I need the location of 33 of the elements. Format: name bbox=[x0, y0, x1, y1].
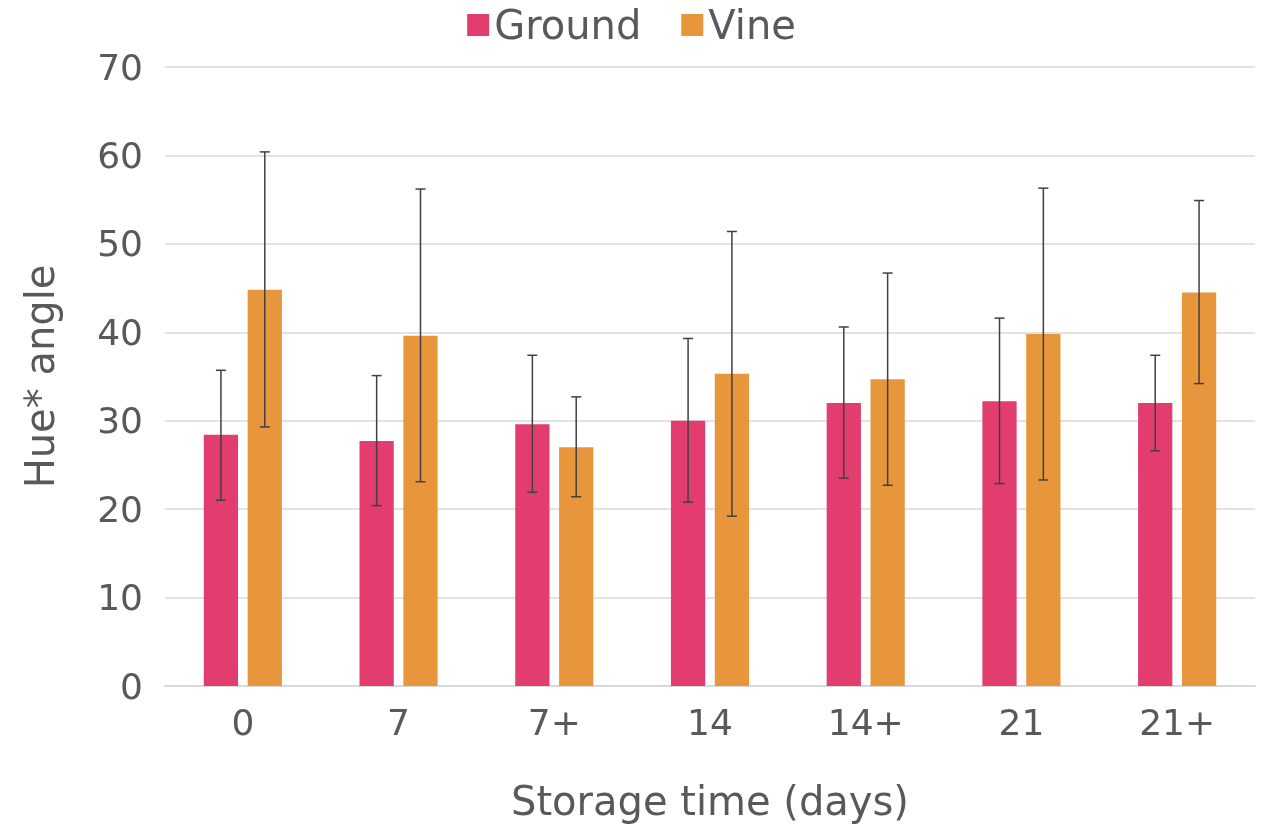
y-tick-label: 10 bbox=[97, 577, 143, 619]
bar bbox=[203, 434, 239, 686]
x-axis-title: Storage time (days) bbox=[511, 778, 909, 824]
y-tick-label: 60 bbox=[97, 134, 143, 176]
x-tick-label: 21+ bbox=[1139, 701, 1216, 743]
bar bbox=[670, 420, 706, 686]
legend-label: Ground bbox=[494, 2, 642, 48]
y-tick-label: 30 bbox=[97, 400, 143, 442]
bar bbox=[870, 379, 905, 686]
bar bbox=[247, 289, 282, 686]
y-axis-title: Hue* angle bbox=[17, 264, 63, 489]
y-tick-label: 20 bbox=[97, 488, 143, 530]
y-tick-label: 0 bbox=[120, 665, 143, 707]
bar bbox=[515, 424, 550, 686]
bar bbox=[826, 403, 861, 686]
x-tick-label: 14+ bbox=[827, 701, 904, 743]
x-tick-label: 7 bbox=[387, 701, 411, 743]
x-tick-label: 21 bbox=[998, 701, 1045, 743]
y-tick-label: 50 bbox=[97, 223, 143, 265]
bar bbox=[714, 373, 750, 686]
bar bbox=[1026, 334, 1061, 686]
bar bbox=[1138, 403, 1173, 686]
x-tick-label: 7+ bbox=[527, 701, 581, 743]
y-tick-label: 70 bbox=[97, 46, 143, 88]
bar bbox=[1181, 292, 1217, 686]
x-tick-label: 14 bbox=[687, 701, 733, 743]
y-tick-label: 40 bbox=[97, 311, 143, 353]
legend-label: Vine bbox=[708, 2, 796, 48]
bar bbox=[982, 401, 1017, 686]
bar bbox=[359, 441, 394, 686]
bar bbox=[559, 447, 594, 686]
x-tick-label: 0 bbox=[231, 701, 255, 743]
bar bbox=[403, 335, 438, 686]
